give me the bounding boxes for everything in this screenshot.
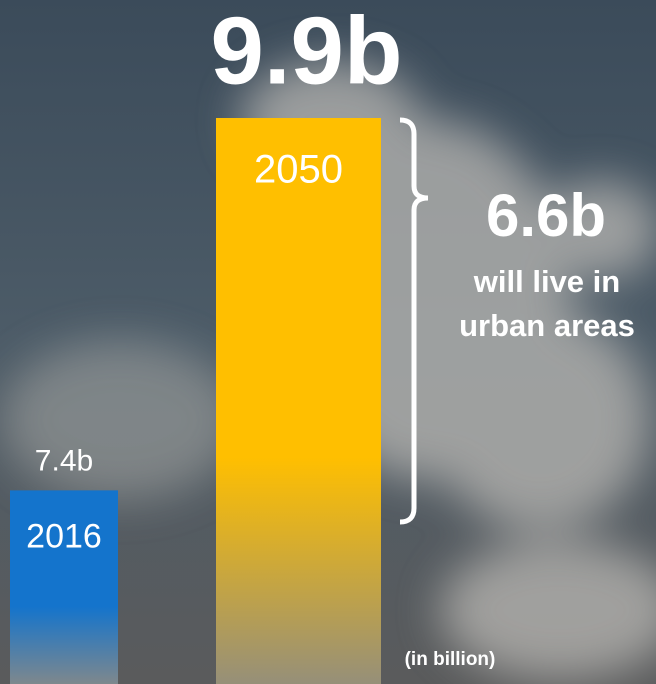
value-label: 9.9b bbox=[210, 0, 402, 104]
unit-label: (in billion) bbox=[405, 649, 496, 670]
plot: 2016 7.4b 2050 9.9b 6.6b will live in urban ar… bbox=[10, 0, 635, 684]
annotation-text: will live in bbox=[473, 264, 620, 299]
annotation-value: 6.6b bbox=[486, 182, 606, 249]
category-label: 2016 bbox=[26, 517, 102, 555]
category-label: 2050 bbox=[254, 148, 343, 192]
value-label: 7.4b bbox=[35, 444, 93, 477]
annotation-text: urban areas bbox=[459, 308, 635, 343]
bracket bbox=[399, 117, 429, 525]
bar-fade bbox=[216, 118, 381, 684]
bar-fade bbox=[10, 490, 118, 684]
